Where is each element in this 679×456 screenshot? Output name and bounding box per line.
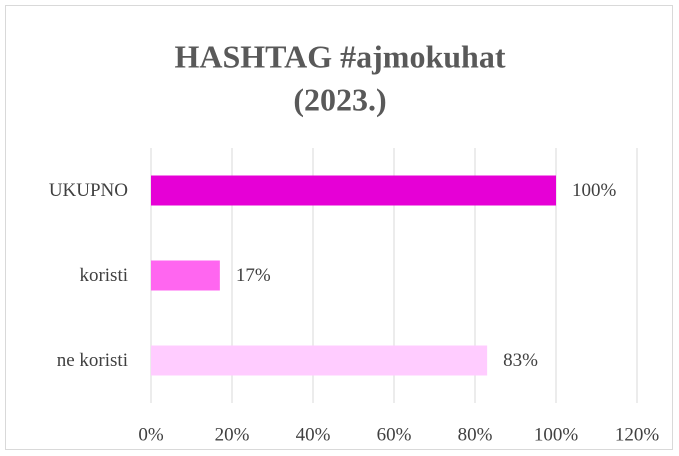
data-label: 17% [236,265,271,286]
x-tick-label: 120% [615,424,660,445]
data-label: 83% [503,350,538,371]
x-tick-label: 80% [458,424,493,445]
x-tick-label: 100% [534,424,579,445]
bar [151,175,556,206]
data-label: 100% [572,180,617,201]
bar [151,345,488,376]
y-tick-label: koristi [79,265,128,286]
x-tick-label: 60% [377,424,412,445]
bar [151,260,220,291]
y-tick-label: ne koristi [57,350,128,371]
x-tick-label: 0% [138,424,164,445]
y-tick-label: UKUPNO [49,180,128,201]
chart-title: (2023.) [293,81,386,117]
x-tick-label: 20% [215,424,250,445]
chart-title: HASHTAG #ajmokuhat [174,38,505,74]
x-tick-label: 40% [296,424,331,445]
